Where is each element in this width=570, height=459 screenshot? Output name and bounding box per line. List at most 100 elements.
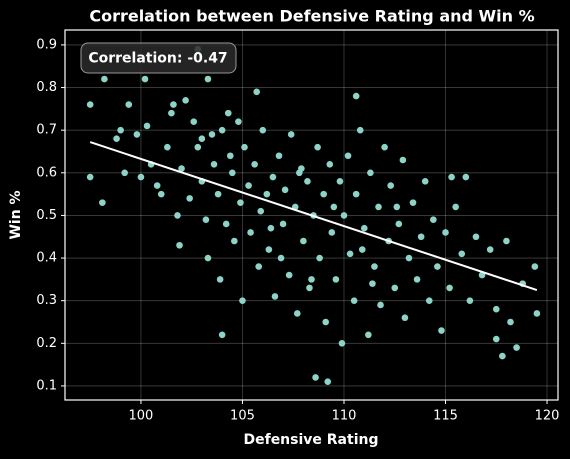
annotation-box: [80, 42, 237, 74]
scatter-point: [222, 220, 230, 228]
scatter-point: [371, 263, 378, 270]
scatter-point: [350, 297, 358, 304]
scatter-point: [405, 254, 413, 262]
scatter-point: [239, 297, 246, 304]
scatter-point: [157, 190, 165, 198]
scatter-point: [186, 195, 193, 202]
x-axis-label: Defensive Rating: [243, 432, 378, 448]
scatter-point: [360, 224, 368, 232]
scatter-point: [101, 75, 108, 83]
x-tick-label: 115: [433, 409, 458, 424]
scatter-point: [365, 331, 372, 339]
scatter-point: [458, 250, 466, 258]
scatter-point: [352, 190, 360, 198]
x-tick-label: 110: [332, 409, 357, 424]
scatter-point: [241, 143, 248, 151]
scatter-point: [125, 101, 133, 108]
scatter-point: [486, 246, 494, 253]
scatter-point: [442, 229, 449, 236]
scatter-point: [332, 276, 340, 283]
scatter-point: [269, 173, 277, 181]
scatter-point: [387, 182, 394, 189]
scatter-point: [141, 75, 149, 83]
x-tick-label: 120: [535, 409, 560, 424]
scatter-point: [324, 378, 332, 385]
scatter-point: [344, 152, 352, 160]
scatter-point: [352, 92, 360, 100]
scatter-point: [121, 169, 128, 177]
scatter-point: [257, 207, 265, 215]
scatter-point: [308, 276, 315, 283]
scatter-point: [300, 237, 307, 245]
y-tick-label: 0.3: [36, 293, 57, 308]
scatter-point: [235, 118, 242, 125]
scatter-point: [214, 190, 222, 198]
scatter-point: [462, 173, 470, 181]
plot-frame: [64, 29, 559, 401]
scatter-point: [312, 374, 319, 381]
scatter-point: [466, 297, 474, 304]
scatter-point: [314, 143, 321, 151]
scatter-point: [133, 131, 141, 138]
scatter-point: [346, 250, 354, 258]
y-tick-label: 0.7: [36, 123, 57, 138]
scatter-point: [533, 310, 541, 317]
scatter-point: [409, 199, 417, 206]
scatter-point: [226, 152, 234, 160]
scatter-point: [413, 276, 421, 283]
scatter-point: [137, 173, 145, 181]
scatter-point: [296, 169, 303, 177]
scatter-point: [381, 143, 388, 151]
scatter-point: [194, 143, 202, 151]
scatter-point: [279, 220, 287, 228]
scatter-point: [285, 271, 293, 279]
scatter-point: [369, 280, 376, 287]
scatter-point: [499, 352, 506, 360]
scatter-point: [202, 216, 210, 223]
scatter-point: [153, 182, 161, 189]
scatter-point: [513, 344, 520, 351]
scatter-point: [99, 199, 106, 206]
scatter-point: [247, 229, 254, 236]
scatter-point: [170, 101, 177, 108]
scatter-point: [336, 178, 344, 185]
scatter-point: [267, 224, 275, 232]
y-tick-label: 0.4: [36, 251, 57, 266]
annotation: Correlation: -0.47: [88, 51, 227, 67]
scatter-point: [182, 97, 189, 104]
scatter-point: [237, 199, 244, 206]
scatter-point: [401, 314, 409, 322]
scatter-point: [492, 305, 500, 313]
scatter-point: [218, 126, 226, 134]
scatter-point: [338, 340, 346, 347]
scatter-point: [210, 160, 218, 168]
scatter-point: [448, 173, 455, 181]
y-tick-label: 0.9: [36, 37, 57, 52]
scatter-point: [176, 241, 183, 249]
scatter-point: [434, 263, 441, 270]
scatter-point: [367, 169, 374, 177]
scatter-point: [251, 160, 258, 168]
scatter-point: [430, 216, 437, 223]
y-tick-label: 0.5: [36, 208, 57, 223]
scatter-point: [340, 212, 348, 219]
x-tick-label: 105: [230, 409, 255, 424]
scatter-point: [446, 284, 453, 292]
scatter-point: [216, 276, 224, 283]
scatter-point: [421, 178, 429, 185]
scatter-point: [263, 190, 271, 198]
scatter-point: [198, 135, 206, 142]
scatter-point: [245, 182, 252, 189]
scatter-point: [253, 88, 260, 96]
scatter-point: [391, 284, 399, 292]
scatter-point: [86, 101, 94, 108]
scatter-point: [204, 254, 212, 262]
scatter-point: [507, 318, 514, 326]
scatter-point: [224, 109, 232, 117]
scatter-point: [425, 297, 433, 304]
scatter-point: [492, 335, 500, 343]
scatter-point: [304, 178, 311, 185]
